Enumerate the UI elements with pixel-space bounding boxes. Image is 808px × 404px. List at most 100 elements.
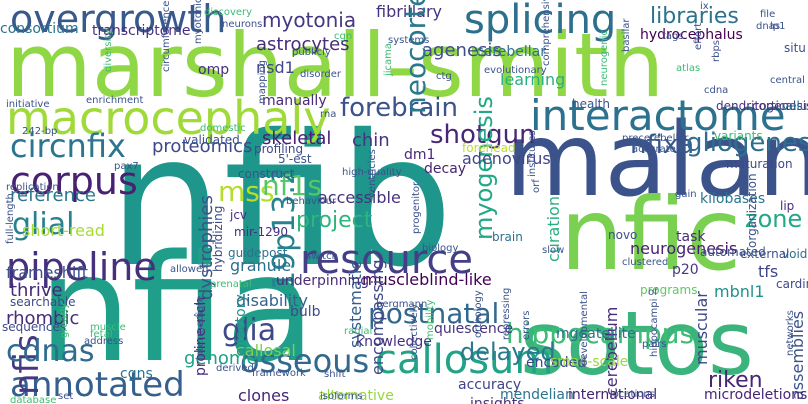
cloud-word: lp1 <box>770 21 786 32</box>
cloud-word: riken <box>708 368 763 393</box>
cloud-word: pairs <box>642 339 667 350</box>
cloud-word: macrocephaly <box>6 91 331 145</box>
cloud-word: cdnas <box>6 334 95 369</box>
cloud-word: greatly <box>59 302 70 338</box>
cloud-word: programs <box>640 283 698 297</box>
cloud-word: postnatal <box>368 297 500 330</box>
cloud-word: cgns <box>120 366 153 382</box>
cloud-word: astrocytes <box>256 34 350 55</box>
cloud-word: hybridizing <box>211 205 225 272</box>
cloud-word: errors <box>521 310 532 340</box>
cloud-word: 5'-est <box>278 152 312 166</box>
cloud-word: jcv <box>230 208 248 222</box>
cloud-word: glia <box>222 313 277 348</box>
cloud-word: shift <box>324 369 346 380</box>
cloud-word: callosum <box>375 337 554 383</box>
cloud-word: rhombic <box>6 308 80 329</box>
cloud-word: intermediate <box>195 295 206 360</box>
cloud-word: nfixa <box>630 130 695 160</box>
cloud-word: myotonia <box>262 8 357 32</box>
cloud-word: rbps <box>711 39 722 62</box>
cloud-word: libraries <box>650 4 739 29</box>
cloud-word: dendritogenesis <box>716 99 808 113</box>
cloud-word: allowed <box>170 264 209 275</box>
cloud-word: gliogenesis <box>686 128 808 158</box>
cloud-word: lip <box>780 199 795 213</box>
cloud-word: cardinal <box>776 277 808 291</box>
cloud-word: cerebellum <box>602 306 621 396</box>
cloud-word: brain <box>492 230 523 244</box>
cloud-word: hydrocephalus <box>640 27 743 43</box>
cloud-word: maturation <box>726 157 793 171</box>
cloud-word: situ <box>784 41 806 55</box>
cloud-word: mobility <box>425 299 436 340</box>
cloud-word: pax7 <box>114 161 139 172</box>
cloud-word: radial <box>344 326 373 337</box>
cloud-word: insights <box>470 396 525 404</box>
cloud-word: void <box>782 247 808 261</box>
cloud-word: cerebellar <box>476 44 546 60</box>
cloud-word: external <box>740 247 790 261</box>
cloud-word: replication <box>6 182 59 193</box>
cloud-word: decay <box>424 161 467 177</box>
cloud-word: health <box>572 97 610 111</box>
cloud-word: mapping <box>257 59 268 104</box>
cloud-word: jicama <box>383 42 394 76</box>
cloud-word: hippocampus <box>506 317 695 350</box>
cloud-word: networks <box>785 310 796 356</box>
cloud-word: quiescence <box>434 321 514 337</box>
cloud-word: small-scale <box>550 354 629 370</box>
cloud-word: novo <box>608 228 638 242</box>
cloud-word: institutes <box>527 130 538 177</box>
cloud-word: switch <box>306 251 338 262</box>
cloud-word: framework <box>252 368 306 379</box>
cloud-word: manually <box>262 93 327 109</box>
cloud-word: comprehensive <box>541 0 552 66</box>
cloud-word: publicly <box>292 47 331 58</box>
cloud-word: biology <box>422 243 459 254</box>
cloud-word: granule <box>230 256 292 275</box>
cloud-word: interactome <box>530 91 786 140</box>
cloud-word: frameshift <box>6 263 88 282</box>
cloud-word: circnfix <box>10 127 126 165</box>
cloud-word: splicing <box>464 0 617 43</box>
cloud-word: ix <box>700 1 709 12</box>
cloud-word: malan <box>505 101 808 220</box>
cloud-word: short-read <box>22 221 105 240</box>
cloud-word: construct <box>238 167 295 181</box>
cloud-word: slow <box>542 245 565 256</box>
cloud-word: annotated <box>10 365 185 404</box>
cloud-word: 242-bp <box>22 126 58 137</box>
cloud-word: mir-1290 <box>234 225 289 239</box>
cloud-word: fetal <box>90 329 113 340</box>
cloud-word: osseous <box>240 342 370 380</box>
cloud-word: kilobases <box>700 191 766 207</box>
cloud-word: nsd1 <box>256 58 295 77</box>
cloud-word: underpinning <box>276 273 370 289</box>
cloud-word: atlas <box>676 63 701 74</box>
cloud-word: validated <box>184 133 240 147</box>
cloud-word: nf1s <box>262 169 323 202</box>
cloud-word: accessible <box>318 188 401 207</box>
cloud-word: sequences <box>2 320 67 334</box>
cloud-word: dm1 <box>404 147 436 163</box>
cloud-word: locations <box>610 389 655 400</box>
cloud-word: neurogenic <box>599 30 610 86</box>
cloud-word: gain <box>675 189 697 200</box>
cloud-word: cortical <box>752 99 797 113</box>
cloud-word: corpus <box>10 159 138 203</box>
cloud-word: developmental <box>579 291 590 366</box>
cloud-word: valuable <box>782 99 808 113</box>
cloud-word: accuracy <box>458 377 522 393</box>
cloud-word: forebrain <box>340 93 459 123</box>
cloud-word: forehead <box>462 141 516 155</box>
cloud-word: fibrillary <box>376 2 442 21</box>
cloud-word: accurate <box>632 144 676 155</box>
cloud-word: satellite <box>580 326 636 342</box>
cloud-word: collectively <box>409 303 420 360</box>
cloud-word: disorder <box>300 69 342 80</box>
cloud-word: alternative <box>318 388 394 404</box>
cloud-word: mgc <box>556 326 587 342</box>
cloud-word: delayed <box>460 338 556 366</box>
